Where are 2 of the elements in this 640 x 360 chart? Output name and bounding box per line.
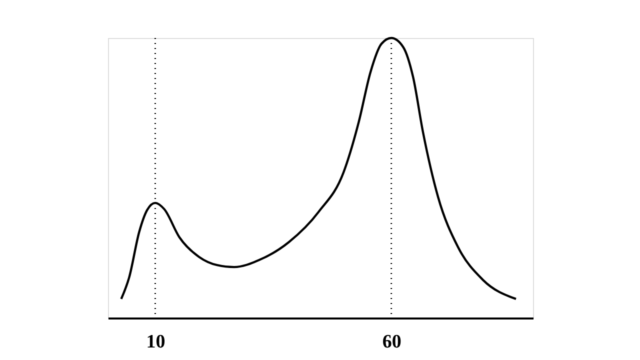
x-tick-label: 10 [146, 332, 166, 352]
x-tick-label: 60 [382, 332, 402, 352]
